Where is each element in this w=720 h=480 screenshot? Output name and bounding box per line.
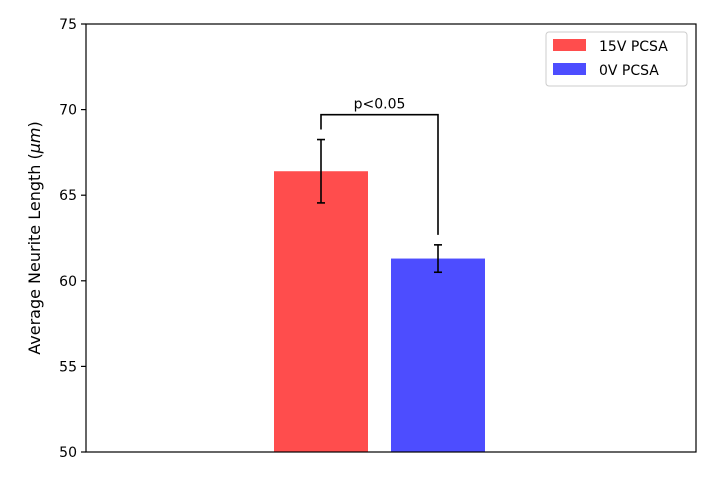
significance-bracket-line <box>320 113 439 235</box>
bars-layer <box>274 171 485 452</box>
y-axis: 50 55 60 65 70 75 <box>59 17 86 461</box>
y-axis-label: Average Neurite Length (μm) <box>25 121 44 355</box>
y-axis-label-unit: μm <box>25 128 44 155</box>
legend-swatch-15v-pcsa <box>553 39 586 51</box>
legend-label-0v-pcsa: 0V PCSA <box>599 63 659 79</box>
bar-15v-pcsa <box>274 171 368 452</box>
error-bars-layer <box>317 138 442 274</box>
y-tick-label: 75 <box>59 17 77 33</box>
bar-0v-pcsa <box>391 258 485 452</box>
y-axis-label-text: Average Neurite Length ( <box>25 153 44 354</box>
y-tick-label: 55 <box>59 359 77 375</box>
plot-frame <box>85 23 697 453</box>
error-bar-0v-pcsa <box>434 244 442 274</box>
y-tick-label: 70 <box>59 103 77 119</box>
significance-bracket <box>320 113 439 235</box>
y-tick-label: 60 <box>59 274 77 290</box>
y-tick-label: 65 <box>59 188 77 204</box>
legend-label-15v-pcsa: 15V PCSA <box>599 39 668 55</box>
legend-swatch-0v-pcsa <box>553 63 586 75</box>
error-bar-15v-pcsa <box>317 138 325 204</box>
significance-label: p<0.05 <box>354 97 406 113</box>
y-axis-label-close: ) <box>25 121 44 127</box>
legend: 15V PCSA 0V PCSA <box>545 31 688 87</box>
y-tick-label: 50 <box>59 445 77 461</box>
